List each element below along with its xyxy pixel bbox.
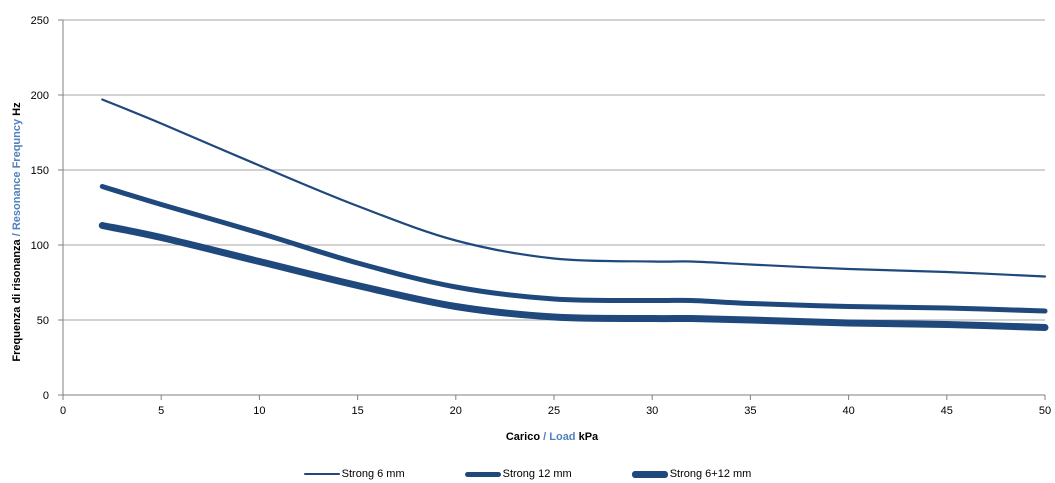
x-axis-title: Carico / Load kPa [506, 431, 599, 443]
legend-item-strong-12mm: Strong 12 mm [464, 465, 572, 483]
x-tick-label-30: 30 [646, 405, 658, 417]
x-tick-label-10: 10 [253, 405, 265, 417]
legend-item-strong-6-12mm: Strong 6+12 mm [631, 465, 752, 483]
legend-label-strong-12mm: Strong 12 mm [502, 468, 572, 480]
x-tick-label-0: 0 [60, 405, 66, 417]
series-line-strong-12-mm [99, 184, 1048, 314]
y-tick-label-100: 100 [31, 240, 49, 252]
y-tick-label-200: 200 [31, 90, 49, 102]
x-tick-label-40: 40 [842, 405, 854, 417]
grid-lines [63, 19, 1045, 321]
y-tick-label-250: 250 [31, 15, 49, 27]
axes [58, 19, 1046, 400]
legend: Strong 6 mm Strong 12 mm Strong 6+12 mm [0, 465, 1055, 483]
legend-label-strong-6mm: Strong 6 mm [341, 468, 405, 480]
x-tick-label-15: 15 [351, 405, 363, 417]
x-tick-label-20: 20 [450, 405, 462, 417]
y-tick-label-150: 150 [31, 165, 49, 177]
x-tick-label-5: 5 [158, 405, 164, 417]
x-tick-label-45: 45 [941, 405, 953, 417]
legend-label-strong-6-12mm: Strong 6+12 mm [669, 468, 752, 480]
line-chart: 0 50 100 150 200 250 0 5 10 15 20 25 30 35 40 45 50 Car… [11, 15, 1051, 443]
legend-swatch-strong-12mm [464, 471, 501, 477]
y-tick-label-50: 50 [37, 315, 49, 327]
x-tick-label-50: 50 [1039, 405, 1051, 417]
series-line-strong-6-12-mm [98, 222, 1049, 331]
y-axis-title: Frequenza di risonanza / Resonance Frequ… [11, 102, 23, 362]
series-line-strong-6-mm [101, 98, 1047, 278]
legend-swatch-strong-6mm [303, 473, 340, 475]
x-tick-label-35: 35 [744, 405, 756, 417]
y-tick-labels: 0 50 100 150 200 250 [31, 15, 49, 402]
series-lines [98, 98, 1049, 331]
x-tick-labels: 0 5 10 15 20 25 30 35 40 45 50 [60, 405, 1051, 417]
legend-item-strong-6mm: Strong 6 mm [303, 465, 405, 483]
legend-swatch-strong-6-12mm [631, 470, 668, 478]
y-tick-label-0: 0 [43, 390, 49, 402]
x-tick-label-25: 25 [548, 405, 560, 417]
